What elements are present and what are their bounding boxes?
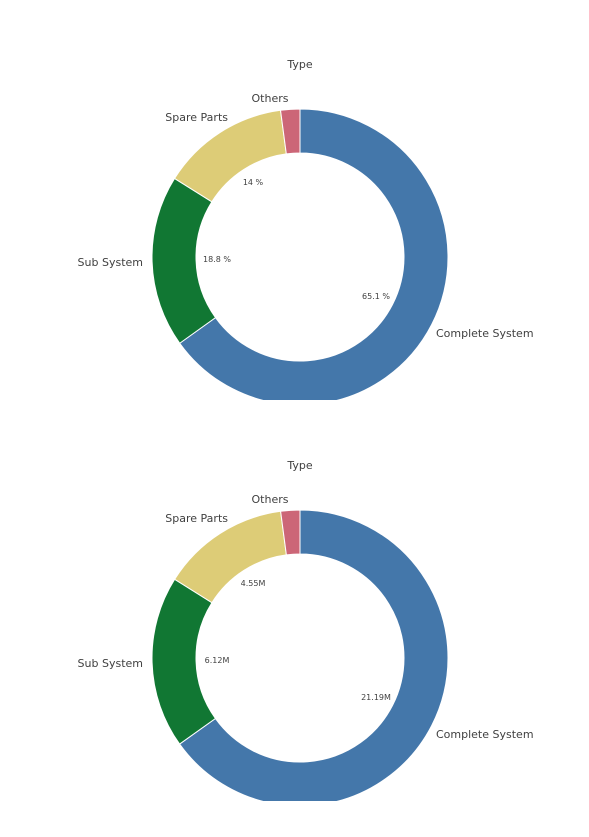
- value-label: 6.12M: [205, 656, 230, 665]
- donut-chart-percent: Type Complete System 65.1 % Sub System 18.8 …: [78, 58, 534, 400]
- value-label: 18.8 %: [203, 255, 231, 264]
- slice-others[interactable]: [279, 108, 301, 155]
- value-label: 21.19M: [361, 693, 391, 702]
- value-label: 4.55M: [241, 579, 266, 588]
- category-label: Complete System: [436, 327, 534, 340]
- slice-spare-parts[interactable]: [173, 109, 287, 203]
- category-label: Sub System: [78, 256, 143, 269]
- category-label: Complete System: [436, 728, 534, 741]
- donut-chart-millions: Type Complete System 21.19M Sub System 6.12M…: [78, 459, 534, 801]
- slice-complete-system[interactable]: [179, 108, 449, 400]
- slice-others[interactable]: [280, 509, 301, 556]
- value-label: 14 %: [243, 178, 264, 187]
- value-label: 65.1 %: [362, 292, 390, 301]
- category-label: Sub System: [78, 657, 143, 670]
- chart-title: Type: [286, 459, 312, 472]
- category-label: Spare Parts: [165, 111, 228, 124]
- chart-title: Type: [286, 58, 312, 71]
- category-label: Others: [252, 493, 289, 506]
- slice-complete-system[interactable]: [178, 509, 449, 801]
- category-label: Others: [252, 92, 289, 105]
- category-label: Spare Parts: [165, 512, 228, 525]
